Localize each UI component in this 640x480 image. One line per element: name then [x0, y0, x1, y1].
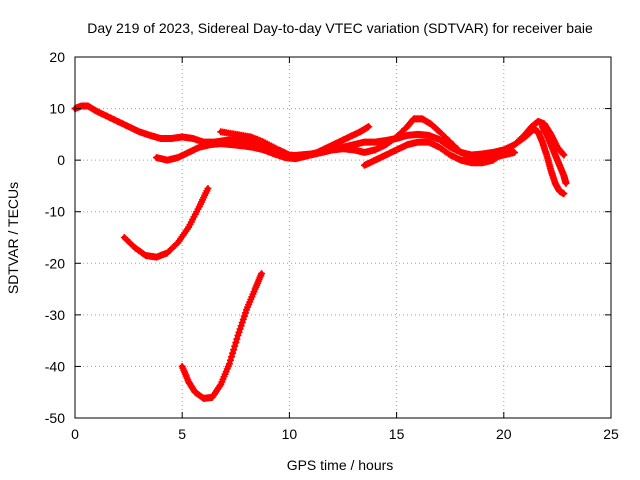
y-tick-label: -10	[45, 204, 65, 220]
y-tick-label: -30	[45, 307, 65, 323]
x-tick-label: 0	[71, 426, 79, 442]
data-point	[226, 356, 234, 364]
data-point	[239, 315, 247, 323]
y-tick-label: 10	[49, 101, 65, 117]
y-tick-label: 20	[49, 49, 65, 65]
x-tick-label: 20	[496, 426, 512, 442]
data-point	[559, 150, 567, 158]
y-tick-label: -50	[45, 410, 65, 426]
series-secondary-track-c	[360, 125, 568, 198]
data-point	[204, 185, 212, 193]
series-dip-track-1	[120, 185, 212, 261]
data-point	[236, 325, 244, 333]
data-point	[241, 309, 249, 317]
chart-title: Day 219 of 2023, Sidereal Day-to-day VTE…	[87, 20, 593, 36]
data-point	[365, 123, 373, 131]
data-point	[560, 190, 568, 198]
y-tick-label: 0	[57, 152, 65, 168]
series-dip-track-2	[178, 270, 266, 402]
data-point	[258, 270, 266, 278]
data-point	[511, 148, 519, 156]
data-point	[240, 312, 248, 320]
data-point	[562, 179, 570, 187]
data-point	[237, 322, 245, 330]
data-point	[560, 151, 568, 159]
data-point	[233, 335, 241, 343]
x-axis-label: GPS time / hours	[287, 457, 394, 473]
x-tick-label: 10	[282, 426, 298, 442]
data-point	[234, 331, 242, 339]
series-secondary-track-a	[152, 123, 373, 164]
x-tick-label: 15	[389, 426, 405, 442]
data-point	[231, 342, 239, 350]
y-axis-label: SDTVAR / TECUs	[5, 182, 21, 294]
grid-layer	[75, 57, 611, 418]
data-point	[230, 346, 238, 354]
series-secondary-track-d	[538, 123, 570, 187]
plot-frame	[74, 56, 612, 419]
y-tick-label: -40	[45, 358, 65, 374]
data-point	[238, 319, 246, 327]
data-point	[229, 349, 237, 357]
data-point	[225, 360, 233, 368]
data-point	[228, 353, 236, 361]
x-tick-label: 5	[178, 426, 186, 442]
y-tick-label: -20	[45, 255, 65, 271]
series-secondary-track-b	[217, 115, 519, 163]
x-tick-label: 25	[603, 426, 619, 442]
data-point	[235, 328, 243, 336]
data-point	[232, 339, 240, 347]
tick-layer: 0 5 10 15 20 25 20 10 0 -10 -20 -30 -40 -50	[45, 49, 619, 442]
data-layer	[71, 102, 570, 402]
